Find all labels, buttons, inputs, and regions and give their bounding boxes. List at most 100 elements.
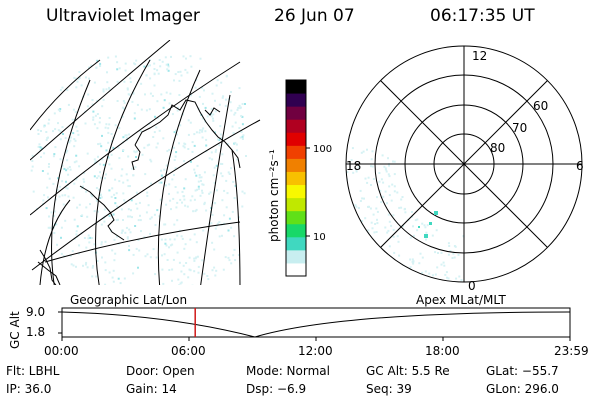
speckle-dot xyxy=(112,146,115,149)
mlt-label-0: 0 xyxy=(468,279,476,293)
speckle-dot xyxy=(178,79,181,82)
speckle-dot xyxy=(168,102,171,105)
speckle-dot xyxy=(113,238,116,241)
speckle-dot xyxy=(448,245,451,247)
speckle-dot xyxy=(383,165,386,168)
speckle-dot xyxy=(400,206,403,209)
speckle-dot xyxy=(444,273,447,276)
speckle-dot xyxy=(67,103,70,106)
speckle-dot xyxy=(77,252,80,255)
speckle-dot xyxy=(131,100,134,103)
speckle-dot xyxy=(123,107,125,110)
speckle-dot xyxy=(48,177,51,180)
speckle-dot xyxy=(445,271,448,274)
speckle-dot xyxy=(409,258,412,261)
speckle-dot xyxy=(367,229,370,232)
speckle-dot xyxy=(107,56,110,59)
speckle-dot xyxy=(193,259,196,262)
speckle-dot xyxy=(40,147,43,150)
speckle-dot xyxy=(30,169,33,172)
speckle-dot xyxy=(45,131,48,133)
speckle-dot xyxy=(183,160,186,163)
speckle-dot xyxy=(454,245,457,248)
speckle-dot xyxy=(241,205,244,208)
speckle-dot xyxy=(173,146,176,149)
speckle-dot xyxy=(229,101,232,104)
speckle-dot xyxy=(402,225,404,228)
speckle-dot xyxy=(149,158,152,161)
speckle-dot xyxy=(443,264,446,267)
speckle-dot xyxy=(96,127,99,130)
speckle-dot xyxy=(390,199,393,202)
colorbar-step xyxy=(286,119,306,133)
speckle-dot xyxy=(108,214,111,217)
speckle-dot xyxy=(112,280,115,283)
speckle-dot xyxy=(428,272,431,275)
speckle-dot xyxy=(86,266,89,269)
speckle-dot xyxy=(59,89,62,92)
speckle-dot xyxy=(232,254,235,257)
speckle-dot xyxy=(224,256,227,259)
lat-label-60: 60 xyxy=(533,99,548,113)
speckle-dot xyxy=(199,129,202,132)
speckle-dot xyxy=(111,187,114,190)
speckle-dot xyxy=(95,199,98,202)
speckle-dot xyxy=(160,93,163,96)
speckle-dot xyxy=(381,154,384,157)
speckle-dot xyxy=(431,274,434,277)
speckle-dot xyxy=(103,208,106,211)
speckle-dot xyxy=(154,224,157,226)
speckle-dot xyxy=(199,194,202,197)
speckle-dot xyxy=(125,134,128,137)
speckle-dot xyxy=(99,171,101,174)
speckle-dot xyxy=(370,221,373,224)
speckle-dot xyxy=(184,143,187,146)
speckle-dot xyxy=(48,215,50,218)
speckle-dot xyxy=(179,282,182,285)
speckle-dot xyxy=(203,201,206,204)
speckle-dot xyxy=(221,163,224,165)
speckle-dot xyxy=(74,77,77,80)
speckle-dot xyxy=(392,235,395,238)
speckle-dot xyxy=(197,185,200,188)
speckle-dot xyxy=(49,226,52,229)
speckle-dot xyxy=(56,188,59,191)
speckle-dot xyxy=(104,126,107,129)
speckle-dot xyxy=(87,234,90,237)
speckle-dot xyxy=(140,82,143,85)
speckle-dot xyxy=(82,178,85,181)
speckle-dot xyxy=(127,185,130,188)
speckle-dot xyxy=(429,277,432,280)
speckle-dot xyxy=(449,250,452,252)
speckle-dot xyxy=(69,136,72,139)
speckle-dot xyxy=(404,211,407,214)
speckle-dot xyxy=(101,256,103,259)
speckle-dot xyxy=(385,170,388,173)
speckle-dot xyxy=(128,185,131,188)
speckle-dot xyxy=(369,207,372,210)
speckle-dot xyxy=(43,194,46,197)
speckle-dot xyxy=(76,206,79,209)
timeline-right-title: Apex MLat/MLT xyxy=(416,293,506,307)
speckle-dot xyxy=(130,199,133,202)
speckle-dot xyxy=(83,172,86,175)
speckle-dot xyxy=(387,157,389,160)
speckle-dot xyxy=(65,186,68,189)
speckle-dot xyxy=(366,148,368,151)
speckle-dot xyxy=(85,246,88,249)
speckle-dot xyxy=(91,99,94,101)
speckle-dot xyxy=(236,149,238,152)
speckle-dot xyxy=(116,205,119,208)
speckle-dot xyxy=(91,237,94,240)
speckle-dot xyxy=(37,145,40,148)
speckle-dot xyxy=(89,236,92,239)
speckle-dot xyxy=(60,236,62,239)
speckle-dot xyxy=(133,150,136,153)
door-status: Door: Open xyxy=(126,364,195,378)
speckle-dot xyxy=(244,103,246,105)
speckle-dot xyxy=(366,181,369,184)
speckle-dot xyxy=(241,103,244,105)
speckle-dot xyxy=(184,178,187,181)
speckle-dot xyxy=(108,123,111,126)
speckle-dot xyxy=(61,194,64,197)
